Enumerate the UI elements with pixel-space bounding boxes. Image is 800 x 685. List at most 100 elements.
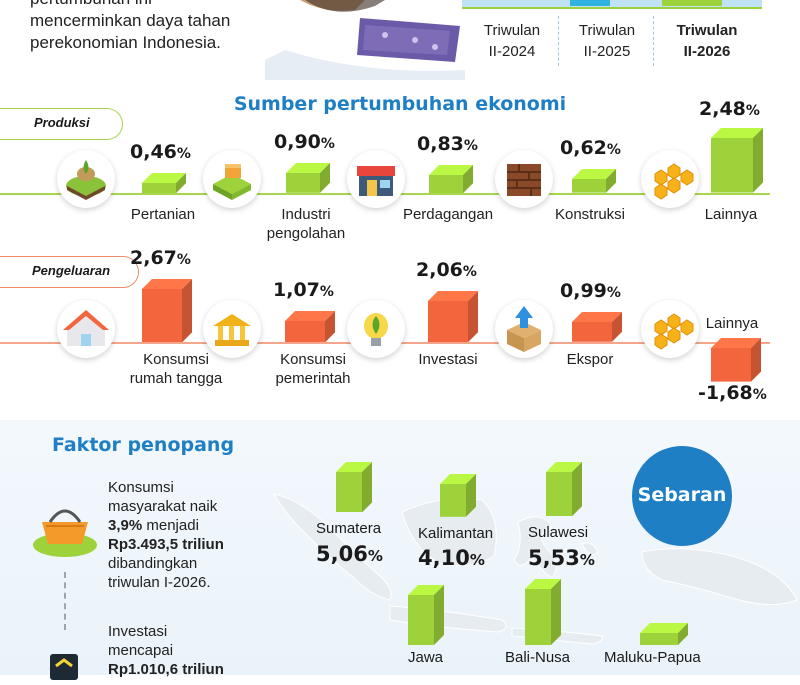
region-bar xyxy=(546,461,582,521)
sebaran-badge-label: Sebaran xyxy=(637,484,727,506)
quarter-label: Triwulan II-2024 xyxy=(462,20,562,62)
faktor-text: Konsumsi xyxy=(108,479,174,496)
value-percent: % xyxy=(462,263,477,280)
header-text-line: perekonomian Indonesia. xyxy=(30,33,221,52)
category-line: Ekspor xyxy=(566,351,614,368)
category-line: pengolahan xyxy=(266,225,346,242)
faktor-text: 3,9% menjadi xyxy=(108,516,298,535)
category-line: Lainnya xyxy=(705,315,759,332)
pengeluaran-bar xyxy=(142,278,192,347)
region-label: Sumatera xyxy=(316,520,382,537)
region-bar xyxy=(640,623,688,650)
value-number: 0,83 xyxy=(417,132,464,155)
value-number: 2,67 xyxy=(130,246,177,269)
quarter-line: II-2025 xyxy=(583,43,631,60)
produksi-bar xyxy=(572,169,616,198)
quarter-divider xyxy=(653,16,655,66)
pengeluaran-category-label: Konsumsi rumah tangga xyxy=(114,350,238,388)
pengeluaran-tag: Pengeluaran xyxy=(0,256,139,288)
faktor-highlight: 3,9% xyxy=(108,517,143,534)
value-percent: % xyxy=(176,251,191,268)
value-percent: % xyxy=(320,136,335,153)
region-value: 5,06% xyxy=(316,542,383,566)
value-percent: % xyxy=(367,547,383,565)
government-building-icon xyxy=(203,300,261,358)
region-bar xyxy=(440,474,476,522)
produksi-bar-shape xyxy=(429,164,473,193)
region-value: 4,10% xyxy=(418,546,485,570)
value-number: 2,48 xyxy=(699,98,746,121)
faktor-highlight: Rp1.010,6 triliun xyxy=(108,661,224,678)
faktor-highlight: Rp3.493,5 triliun xyxy=(108,536,224,553)
produksi-category-label: Perdagangan xyxy=(388,205,508,224)
pengeluaran-bar xyxy=(285,310,335,347)
faktor-item-investment: Investasi mencapai Rp1.010,6 triliun xyxy=(108,622,298,679)
house-icon xyxy=(57,300,115,358)
produksi-value-label: 0,62% xyxy=(560,137,621,159)
shopping-basket-icon xyxy=(30,490,100,560)
pengeluaran-value-label: 2,67% xyxy=(130,247,191,269)
quarter-divider xyxy=(558,16,560,66)
produksi-value-label: 0,90% xyxy=(274,131,335,153)
pengeluaran-bar-shape xyxy=(285,310,335,342)
value-percent: % xyxy=(606,142,621,159)
category-line: Konsumsi xyxy=(280,351,346,368)
value-number: -1,68 xyxy=(698,381,753,404)
region-bar-shape xyxy=(408,585,444,645)
header-paragraph: pertumbuhan ini mencerminkan daya tahan … xyxy=(30,0,270,54)
value-percent: % xyxy=(469,551,485,569)
quarter-line: Triwulan xyxy=(483,22,541,39)
value-number: 0,46 xyxy=(130,140,177,163)
faktor-title: Faktor penopang xyxy=(52,434,235,456)
produksi-bar-shape xyxy=(572,169,616,193)
produksi-category-label: Konstruksi xyxy=(530,205,650,224)
produksi-bar-shape xyxy=(711,128,763,193)
value-percent: % xyxy=(319,283,334,300)
produksi-bar-shape xyxy=(142,172,186,193)
pengeluaran-tag-label: Pengeluaran xyxy=(32,263,111,278)
pengeluaran-category-label: Konsumsi pemerintah xyxy=(251,350,375,388)
value-percent: % xyxy=(745,103,760,120)
value-number: 1,07 xyxy=(273,278,320,301)
store-icon xyxy=(347,150,405,208)
hexagon-cluster-icon xyxy=(641,300,699,358)
produksi-bar xyxy=(142,172,186,198)
pengeluaran-value-label: 2,06% xyxy=(416,259,477,281)
value-number: 0,62 xyxy=(560,137,607,160)
faktor-text: masyarakat naik xyxy=(108,498,218,515)
header-text-line: mencerminkan daya tahan xyxy=(30,11,231,30)
header-illustration xyxy=(265,0,465,80)
produksi-value-label: 2,48% xyxy=(699,98,760,120)
brick-wall-icon xyxy=(495,150,553,208)
produksi-value-label: 0,83% xyxy=(417,133,478,155)
faktor-text: triwulan I-2026. xyxy=(108,574,211,591)
category-line: Industri xyxy=(281,206,331,223)
investment-icon xyxy=(44,650,84,680)
faktor-text: Rp3.493,5 triliun xyxy=(108,535,298,554)
quarter-line: II-2024 xyxy=(488,43,536,60)
pengeluaran-bar xyxy=(428,290,478,347)
value-number: 2,06 xyxy=(416,258,463,281)
factory-icon xyxy=(203,150,261,208)
pengeluaran-value-label: 1,07% xyxy=(273,279,334,301)
region-bar-shape xyxy=(640,623,688,645)
produksi-value-label: 0,46% xyxy=(130,141,191,163)
region-label: Sulawesi xyxy=(528,524,589,541)
produksi-bar xyxy=(286,163,330,198)
sources-section-title: Sumber pertumbuhan ekonomi xyxy=(233,93,567,115)
produksi-bar xyxy=(429,164,473,198)
category-line: Perdagangan xyxy=(402,206,494,223)
category-line: pemerintah xyxy=(275,370,351,387)
category-line: Konstruksi xyxy=(554,206,626,223)
region-label: Jawa xyxy=(408,649,444,666)
value-percent: % xyxy=(752,386,767,403)
quarter-panel xyxy=(462,0,762,72)
pengeluaran-bar-shape xyxy=(142,278,192,342)
value-number: 5,06 xyxy=(316,542,368,566)
pengeluaran-value-label: -1,68% xyxy=(698,382,767,404)
quarter-line: Triwulan xyxy=(676,22,738,39)
pengeluaran-category-label: Investasi xyxy=(386,350,510,369)
region-bar-shape xyxy=(336,461,372,512)
category-line: Konsumsi xyxy=(143,351,209,368)
faktor-item-consumption: Konsumsi masyarakat naik 3,9% menjadi Rp… xyxy=(108,478,298,592)
